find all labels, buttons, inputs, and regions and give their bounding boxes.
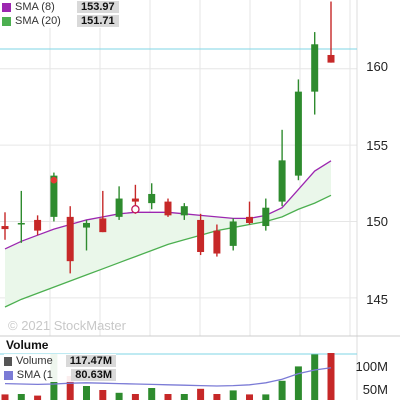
- sma-band-area: [5, 160, 331, 307]
- volume-sma-line: [4, 367, 332, 387]
- volume-bar: [327, 353, 335, 400]
- volume-bar: [180, 394, 188, 400]
- volume-bar: [164, 394, 172, 400]
- volume-bar: [213, 394, 221, 400]
- price-tick-160: 160: [366, 59, 388, 74]
- volume-panel-title: Volume: [6, 338, 49, 352]
- legend-sma20: SMA (20) 151.71: [2, 14, 120, 28]
- legend-sma8: SMA (8) 153.97: [2, 0, 120, 14]
- volume-bar: [115, 392, 123, 400]
- sma20-label: SMA (20): [15, 15, 61, 27]
- candle-body: [294, 91, 302, 176]
- volume-bar: [311, 354, 319, 400]
- candle-body: [229, 221, 237, 246]
- volume-bar: [131, 394, 139, 400]
- candle-body: [262, 207, 270, 227]
- candle-body: [327, 54, 335, 63]
- volume-bar: [294, 366, 302, 400]
- candle-body: [50, 175, 58, 217]
- volume-bar: [246, 394, 253, 400]
- dividend-marker: [131, 204, 140, 214]
- candle-body: [131, 198, 139, 202]
- candle-body: [17, 222, 25, 225]
- price-tick-155: 155: [366, 138, 388, 153]
- volume-legend: Volume 117.47M SMA (1 80.63M: [4, 354, 116, 382]
- candle-body: [34, 219, 42, 231]
- candle-body: [148, 193, 156, 204]
- price-tick-145: 145: [366, 292, 388, 307]
- candle-body: [83, 222, 90, 228]
- volume-sma-value: 80.63M: [71, 369, 116, 381]
- sma20-value: 151.71: [77, 15, 119, 27]
- candle-body: [197, 219, 205, 252]
- volume-bar: [278, 380, 286, 400]
- candle-body: [164, 201, 172, 216]
- candle-body: [213, 230, 221, 254]
- volume-sma-swatch: [4, 370, 13, 380]
- sma20-line: [4, 194, 332, 308]
- volume-swatch: [4, 356, 12, 366]
- candle-body: [180, 206, 188, 216]
- volume-bar: [34, 395, 42, 400]
- sma8-swatch: [2, 2, 11, 12]
- volume-bar: [262, 394, 270, 400]
- volume-bar: [17, 394, 25, 400]
- volume-bar: [99, 390, 107, 400]
- volume-bar: [1, 394, 9, 400]
- price-legend: SMA (8) 153.97 SMA (20) 151.71: [2, 0, 120, 28]
- watermark: © 2021 StockMaster: [8, 318, 126, 333]
- volume-bar: [83, 386, 90, 400]
- candle-body: [115, 198, 123, 217]
- volume-tick-100m: 100M: [355, 359, 388, 374]
- volume-bar: [66, 376, 74, 400]
- volume-bar: [148, 388, 156, 400]
- candle-body: [246, 216, 253, 223]
- sma8-label: SMA (8): [15, 1, 55, 13]
- volume-value: 117.47M: [65, 355, 116, 367]
- candle-body: [311, 44, 319, 92]
- candle-body: [1, 226, 9, 230]
- sma8-value: 153.97: [77, 1, 119, 13]
- legend-volume-sma: SMA (1 80.63M: [4, 368, 116, 382]
- candle-body: [99, 218, 107, 233]
- volume-bar: [229, 390, 237, 400]
- volume-sma-label: SMA (1: [16, 369, 53, 381]
- volume-label: Volume: [16, 355, 53, 367]
- legend-volume: Volume 117.47M: [4, 354, 116, 368]
- volume-tick-50m: 50M: [362, 382, 388, 397]
- candle-body: [66, 216, 74, 262]
- candle-body: [278, 160, 286, 202]
- event-marker: [50, 176, 58, 184]
- price-tick-150: 150: [366, 214, 388, 229]
- sma20-swatch: [2, 16, 11, 26]
- volume-bar: [197, 388, 205, 400]
